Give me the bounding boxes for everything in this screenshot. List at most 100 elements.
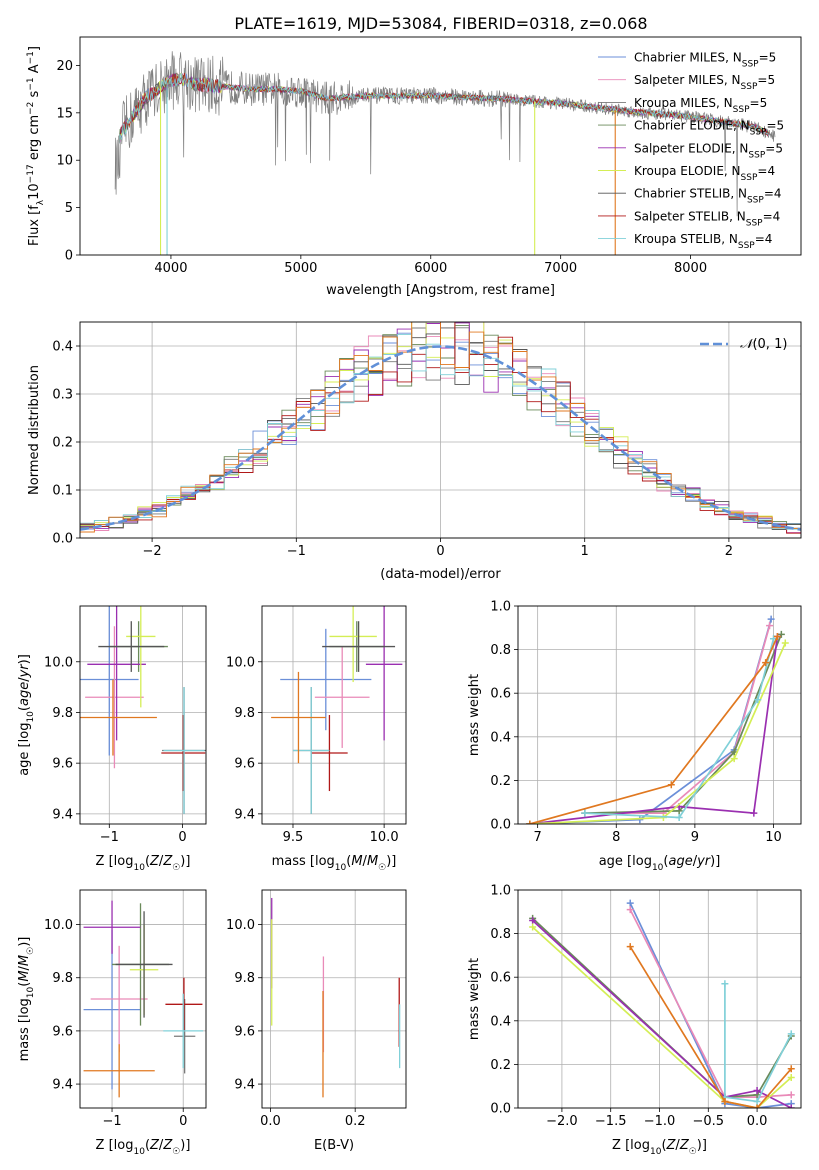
- legend-entry: Kroupa MILES, NSSP=5: [634, 96, 767, 115]
- label-part: 10: [26, 711, 36, 723]
- label-part: )]: [386, 854, 396, 869]
- label-part: M: [17, 970, 32, 981]
- label-part: −1: [26, 51, 36, 64]
- label-part: =4: [757, 164, 775, 178]
- errorbars: [271, 606, 403, 814]
- panel-residuals: −2 −1 0 1 2 0.0 0.1 0.2 0.3 0.4 𝒩(0, 1) (data-model…: [27, 321, 802, 582]
- y-tick-label: 0.8: [490, 927, 511, 942]
- data-point-marker: [721, 1097, 729, 1105]
- label-part: (: [346, 854, 351, 869]
- legend-entry: Chabrier ELODIE, NSSP=5: [634, 119, 784, 138]
- x-tick-label: 7: [534, 830, 542, 845]
- x-tick-label: 9.5: [283, 830, 304, 845]
- label-part: Kroupa MILES, N: [634, 96, 733, 110]
- legend-entry: Salpeter STELIB, NSSP=4: [634, 209, 780, 228]
- label-part: (: [145, 1138, 150, 1153]
- y-tick-label: 9.6: [52, 757, 73, 772]
- label-part: Z: [162, 1138, 173, 1153]
- x-tick-label: −1.0: [644, 1114, 676, 1129]
- label-part: ☉: [172, 1147, 180, 1157]
- label-part: Salpeter ELODIE, N: [634, 141, 748, 155]
- x-tick-label: −1: [100, 830, 119, 845]
- label-part: Chabrier ELODIE, N: [634, 119, 750, 133]
- label-part: −1: [26, 77, 36, 90]
- label-part: )]: [17, 937, 32, 947]
- label-part: =5: [750, 96, 768, 110]
- y-tick-label: 9.4: [52, 1078, 73, 1093]
- label-part: )]: [710, 854, 720, 869]
- x-axis-label: wavelength [Angstrom, rest frame]: [326, 283, 555, 298]
- axes-frame: [79, 889, 207, 1109]
- panel-mass-vs-metallicity: −1 09.49.69.810.0Z [log10(Z/Z☉)]mass [log…: [17, 889, 207, 1157]
- y-axis-label: Normed distribution: [27, 365, 42, 495]
- label-part: age: [668, 854, 692, 869]
- label-part: (: [17, 706, 32, 711]
- label-part: (: [661, 1138, 666, 1153]
- model-line-kroupa-stelib: [118, 72, 769, 144]
- label-part: =4: [764, 187, 782, 201]
- label-part: SSP: [746, 218, 763, 228]
- label-part: Kroupa STELIB, N: [634, 232, 738, 246]
- x-tick-label: 1: [581, 544, 589, 559]
- label-part: =5: [759, 51, 777, 65]
- label-part: mass [log: [17, 998, 32, 1061]
- series-line-orange_extra: [629, 946, 792, 1108]
- data-point-marker: [626, 943, 634, 951]
- spectrum-lines: [114, 51, 776, 255]
- x-tick-label: −0.5: [693, 1114, 725, 1129]
- label-part: SSP: [733, 105, 750, 115]
- label-part: )]: [697, 1138, 707, 1153]
- label-part: 10: [335, 863, 347, 873]
- data-point-marker: [767, 615, 775, 623]
- y-tick-label: 9.8: [234, 971, 255, 986]
- data-point-marker: [753, 1104, 761, 1108]
- data-point-marker: [787, 1104, 795, 1108]
- label-part: age [log: [17, 723, 32, 776]
- normal-curve: [80, 345, 801, 531]
- series-line-salpeter-miles: [584, 625, 771, 814]
- y-axis-label: Flux [fλ10−17 erg cm−2 s−1 A−1]: [26, 46, 46, 246]
- label-part: Kroupa ELODIE, N: [634, 164, 741, 178]
- data-point-marker: [581, 809, 589, 817]
- panel-age-vs-metallicity: −1 09.49.69.810.0Z [log10(Z/Z☉)]age [log1…: [17, 605, 207, 873]
- label-part: SSP: [742, 60, 759, 70]
- label-part: /: [159, 854, 164, 869]
- label-part: M: [351, 854, 362, 869]
- label-part: SSP: [741, 82, 758, 92]
- data-point-marker: [667, 781, 675, 789]
- label-part: −17: [26, 164, 36, 183]
- y-tick-label: 0.2: [490, 1058, 511, 1073]
- x-axis-label: age [log10(age/yr)]: [599, 854, 721, 873]
- y-tick-label: 0: [65, 249, 73, 264]
- label-part: /: [17, 677, 32, 682]
- label-part: =4: [755, 232, 773, 246]
- label-part: (: [145, 854, 150, 869]
- x-tick-label: −2.0: [546, 1114, 578, 1129]
- y-axis-label: age [log10(age/yr)]: [17, 654, 36, 776]
- legend-entry: 𝒩(0, 1): [740, 337, 787, 352]
- y-axis-label: mass [log10(M/M☉)]: [17, 937, 36, 1062]
- data-point-marker: [787, 1065, 795, 1073]
- label-part: /: [693, 854, 698, 869]
- y-tick-label: 9.4: [234, 807, 255, 822]
- label-part: 10: [133, 1147, 145, 1157]
- y-tick-label: 0.3: [52, 388, 73, 403]
- data-point-marker: [766, 622, 774, 630]
- y-tick-label: 1.0: [490, 884, 511, 899]
- y-tick-label: 9.4: [52, 807, 73, 822]
- label-part: E(B-V): [314, 1138, 354, 1153]
- series-line-orange_extra: [529, 636, 779, 824]
- label-part: M: [17, 955, 32, 966]
- series-line-salpeter-miles: [629, 909, 792, 1098]
- x-tick-label: 9: [691, 830, 699, 845]
- label-part: Z: [162, 854, 173, 869]
- label-part: (: [17, 982, 32, 987]
- data-point-marker: [636, 816, 644, 824]
- data-point-marker: [787, 1073, 795, 1081]
- label-part: Z: [666, 1138, 677, 1153]
- axes-frame: [79, 605, 207, 825]
- y-tick-label: 0.4: [490, 1014, 511, 1029]
- label-part: mass [log: [272, 854, 335, 869]
- label-part: )]: [180, 1138, 190, 1153]
